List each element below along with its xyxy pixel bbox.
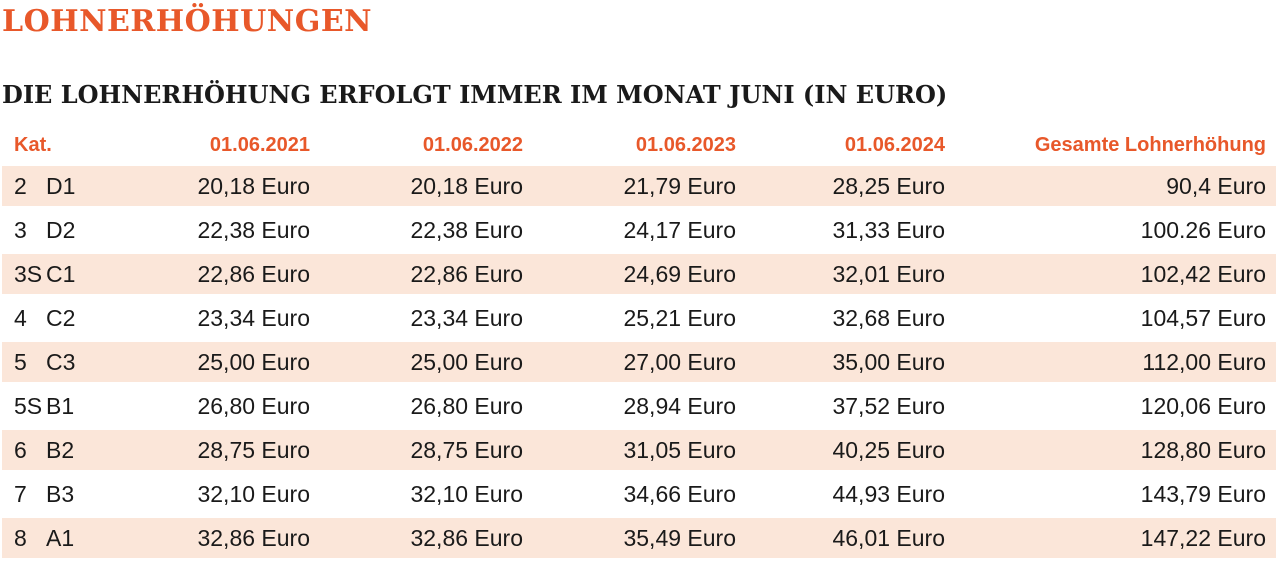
cell-2023: 24,17 Euro <box>533 210 746 254</box>
cell-2021: 32,10 Euro <box>122 474 320 518</box>
cell-2024: 46,01 Euro <box>746 518 955 562</box>
cell-2024: 44,93 Euro <box>746 474 955 518</box>
column-header-category: Kat. <box>14 133 52 156</box>
page-title: LOHNERHÖHUNGEN <box>2 4 373 39</box>
cell-2023: 27,00 Euro <box>533 342 746 386</box>
cell-2022: 28,75 Euro <box>320 430 533 474</box>
table-row: 8 A1 32,86 Euro 32,86 Euro 35,49 Euro 46,01 E… <box>2 518 1276 562</box>
category-code: B2 <box>46 436 75 463</box>
cell-category: 8 A1 <box>2 518 122 562</box>
cell-2024: 35,00 Euro <box>746 342 955 386</box>
cell-total: 102,42 Euro <box>955 254 1276 298</box>
cell-category: 5S B1 <box>2 386 122 430</box>
cell-total: 143,79 Euro <box>955 474 1276 518</box>
cell-total: 100.26 Euro <box>955 210 1276 254</box>
cell-2021: 25,00 Euro <box>122 342 320 386</box>
table-row: 6 B2 28,75 Euro 28,75 Euro 31,05 Euro 40,25 E… <box>2 430 1276 474</box>
category-number: 5S <box>14 392 43 419</box>
category-number: 5 <box>14 348 27 375</box>
category-code: D1 <box>46 172 76 199</box>
cell-2022: 32,86 Euro <box>320 518 533 562</box>
table-row: 3S C1 22,86 Euro 22,86 Euro 24,69 Euro 32,01 … <box>2 254 1276 298</box>
cell-total: 147,22 Euro <box>955 518 1276 562</box>
category-code: B3 <box>46 480 75 507</box>
column-header-2023: 01.06.2023 <box>635 133 736 156</box>
cell-total: 128,80 Euro <box>955 430 1276 474</box>
cell-2021: 28,75 Euro <box>122 430 320 474</box>
cell-2021: 32,86 Euro <box>122 518 320 562</box>
cell-2024: 31,33 Euro <box>746 210 955 254</box>
cell-category: 6 B2 <box>2 430 122 474</box>
cell-2021: 22,86 Euro <box>122 254 320 298</box>
cell-2022: 20,18 Euro <box>320 166 533 210</box>
category-number: 6 <box>14 436 27 463</box>
cell-2021: 20,18 Euro <box>122 166 320 210</box>
category-number: 3 <box>14 216 27 243</box>
cell-total: 120,06 Euro <box>955 386 1276 430</box>
table-row: 5S B1 26,80 Euro 26,80 Euro 28,94 Euro 37,52 … <box>2 386 1276 430</box>
cell-category: 4 C2 <box>2 298 122 342</box>
category-code: C2 <box>46 304 76 331</box>
column-header-2021: 01.06.2021 <box>209 133 310 156</box>
table-row: 3 D2 22,38 Euro 22,38 Euro 24,17 Euro 31,33 E… <box>2 210 1276 254</box>
cell-2021: 23,34 Euro <box>122 298 320 342</box>
table-body: 2 D1 20,18 Euro 20,18 Euro 21,79 Euro 28,25 E… <box>2 166 1276 562</box>
cell-category: 5 C3 <box>2 342 122 386</box>
cell-2023: 34,66 Euro <box>533 474 746 518</box>
column-header-total: Gesamte Lohnerhöhung <box>1034 133 1266 156</box>
cell-2023: 21,79 Euro <box>533 166 746 210</box>
category-number: 4 <box>14 304 27 331</box>
cell-2023: 28,94 Euro <box>533 386 746 430</box>
cell-2022: 26,80 Euro <box>320 386 533 430</box>
cell-2022: 23,34 Euro <box>320 298 533 342</box>
cell-2024: 32,68 Euro <box>746 298 955 342</box>
table-subtitle: DIE LOHNERHÖHUNG ERFOLGT IMMER IM MONAT … <box>2 80 948 109</box>
header-row: Kat. 01.06.2021 01.06.2022 01.06.2023 01… <box>2 124 1276 166</box>
cell-2024: 32,01 Euro <box>746 254 955 298</box>
category-code: B1 <box>46 392 75 419</box>
cell-2023: 25,21 Euro <box>533 298 746 342</box>
category-code: C1 <box>46 260 76 287</box>
table-row: 7 B3 32,10 Euro 32,10 Euro 34,66 Euro 44,93 E… <box>2 474 1276 518</box>
wage-increase-table: Kat. 01.06.2021 01.06.2022 01.06.2023 01… <box>2 124 1276 562</box>
category-code: D2 <box>46 216 76 243</box>
cell-category: 3 D2 <box>2 210 122 254</box>
cell-2022: 22,86 Euro <box>320 254 533 298</box>
column-header-2024: 01.06.2024 <box>844 133 945 156</box>
category-number: 8 <box>14 524 27 551</box>
cell-total: 90,4 Euro <box>955 166 1276 210</box>
category-code: A1 <box>46 524 75 551</box>
cell-2023: 31,05 Euro <box>533 430 746 474</box>
cell-category: 7 B3 <box>2 474 122 518</box>
cell-category: 2 D1 <box>2 166 122 210</box>
cell-category: 3S C1 <box>2 254 122 298</box>
cell-2024: 28,25 Euro <box>746 166 955 210</box>
cell-2024: 40,25 Euro <box>746 430 955 474</box>
cell-total: 112,00 Euro <box>955 342 1276 386</box>
cell-2023: 24,69 Euro <box>533 254 746 298</box>
category-number: 7 <box>14 480 27 507</box>
cell-total: 104,57 Euro <box>955 298 1276 342</box>
table-header: Kat. 01.06.2021 01.06.2022 01.06.2023 01… <box>2 124 1276 166</box>
table-row: 2 D1 20,18 Euro 20,18 Euro 21,79 Euro 28,25 E… <box>2 166 1276 210</box>
cell-2024: 37,52 Euro <box>746 386 955 430</box>
category-number: 3S <box>14 260 43 287</box>
cell-2022: 25,00 Euro <box>320 342 533 386</box>
cell-2022: 32,10 Euro <box>320 474 533 518</box>
cell-2021: 22,38 Euro <box>122 210 320 254</box>
category-code: C3 <box>46 348 76 375</box>
table-row: 4 C2 23,34 Euro 23,34 Euro 25,21 Euro 32,68 E… <box>2 298 1276 342</box>
category-number: 2 <box>14 172 27 199</box>
cell-2023: 35,49 Euro <box>533 518 746 562</box>
cell-2022: 22,38 Euro <box>320 210 533 254</box>
cell-2021: 26,80 Euro <box>122 386 320 430</box>
column-header-2022: 01.06.2022 <box>422 133 523 156</box>
table-row: 5 C3 25,00 Euro 25,00 Euro 27,00 Euro 35,00 E… <box>2 342 1276 386</box>
